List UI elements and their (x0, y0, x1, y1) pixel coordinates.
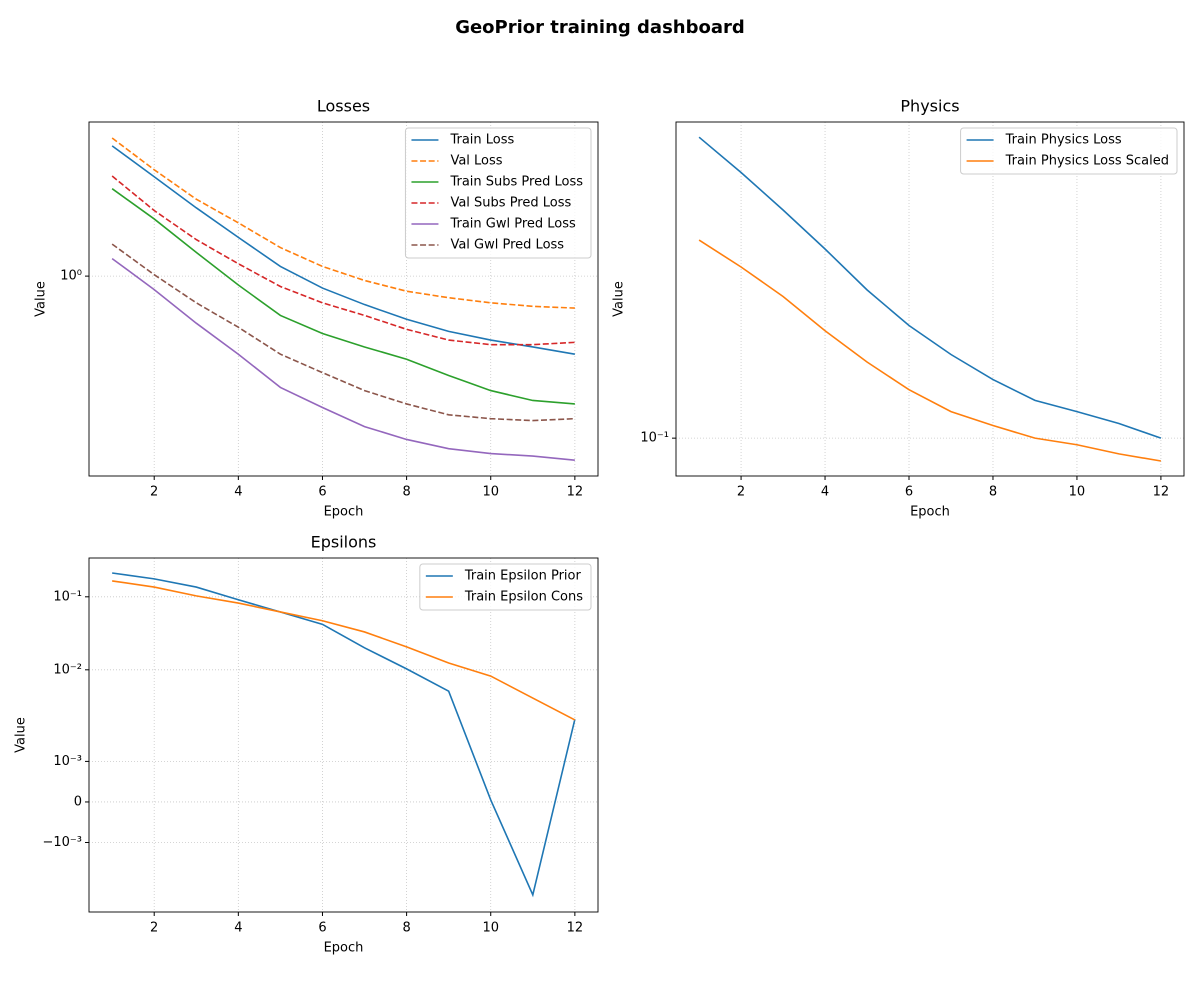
x-tick-label: 2 (737, 485, 745, 500)
y-axis-label: Value (612, 281, 627, 317)
series-line (698, 239, 1162, 462)
legend-box (419, 563, 592, 611)
legend-label: Train Epsilon Prior (464, 569, 582, 584)
legend-label: Train Epsilon Cons (464, 590, 583, 605)
x-axis-label: Epoch (324, 941, 364, 956)
y-tick-label: 10⁻³ (53, 754, 82, 769)
y-tick-label: 10⁻¹ (53, 589, 82, 604)
x-tick-label: 10 (482, 485, 499, 500)
x-tick-label: 12 (567, 921, 584, 936)
x-tick-label: 10 (482, 921, 499, 936)
legend: Train Loss Val Loss Train Subs Pred Loss Va… (404, 127, 592, 259)
x-tick-label: 2 (150, 485, 158, 500)
y-axis-label: Value (34, 281, 49, 317)
y-tick-label: 10⁻² (53, 662, 82, 677)
x-tick-label: 12 (567, 485, 584, 500)
x-tick-label: 10 (1069, 485, 1086, 500)
legend-label: Train Physics Loss Scaled (1005, 154, 1169, 169)
legend-label: Train Subs Pred Loss (449, 175, 583, 190)
x-tick-label: 2 (150, 921, 158, 936)
x-axis-label: Epoch (324, 505, 364, 520)
series-line (111, 175, 575, 346)
x-axis-label: Epoch (910, 505, 950, 520)
legend-label: Train Loss (449, 133, 514, 148)
legend-label: Val Subs Pred Loss (450, 196, 571, 211)
legend-label: Val Gwl Pred Loss (450, 238, 564, 253)
y-tick-label: 10⁰ (60, 269, 82, 284)
legend-label: Train Gwl Pred Loss (449, 217, 576, 232)
y-tick-label: 0 (74, 794, 82, 809)
series-line (111, 243, 575, 422)
x-tick-label: 4 (234, 485, 242, 500)
series-line (111, 137, 575, 309)
panel-title: Epsilons (311, 533, 377, 552)
legend: Train Physics Loss Train Physics Loss Sca… (960, 127, 1178, 175)
x-tick-label: 8 (989, 485, 997, 500)
x-tick-label: 6 (318, 921, 326, 936)
x-tick-label: 6 (318, 485, 326, 500)
x-tick-label: 8 (402, 485, 410, 500)
x-tick-label: 12 (1153, 485, 1170, 500)
panel-title: Losses (317, 97, 370, 116)
figure-title: GeoPrior training dashboard (455, 17, 745, 38)
y-tick-label: −10⁻³ (42, 835, 82, 850)
series-line (111, 145, 575, 355)
series-line (698, 136, 1162, 439)
x-tick-label: 6 (905, 485, 913, 500)
x-tick-label: 4 (821, 485, 829, 500)
legend: Train Epsilon Prior Train Epsilon Cons (419, 563, 592, 611)
series-line (111, 188, 575, 405)
x-tick-label: 8 (402, 921, 410, 936)
legend-label: Train Physics Loss (1005, 133, 1122, 148)
panel-title: Physics (900, 97, 959, 116)
legend-box (404, 127, 592, 259)
y-axis-label: Value (14, 717, 29, 753)
axes-frame (88, 121, 599, 477)
axes-frame (675, 121, 1185, 477)
axes-frame (88, 557, 599, 913)
legend-label: Val Loss (450, 154, 502, 169)
legend-box (960, 127, 1178, 175)
y-tick-label: 10⁻¹ (640, 431, 669, 446)
series-line (111, 257, 575, 461)
x-tick-label: 4 (234, 921, 242, 936)
series-line (112, 572, 576, 898)
series-line (112, 580, 576, 721)
